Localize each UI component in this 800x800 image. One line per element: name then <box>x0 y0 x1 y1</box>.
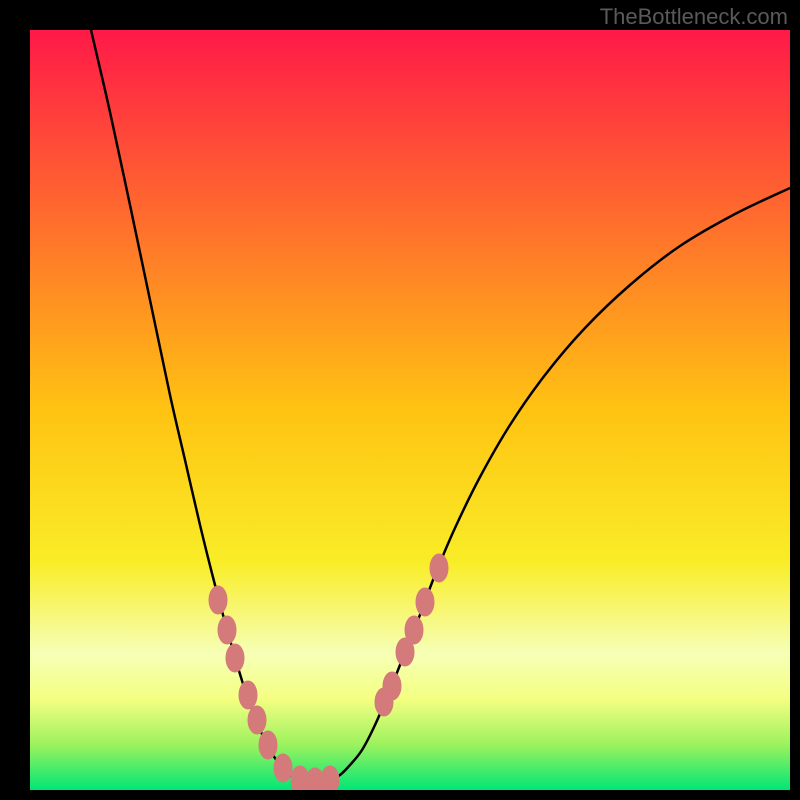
curve-marker <box>218 616 236 644</box>
curve-marker <box>430 554 448 582</box>
curve-marker <box>248 706 266 734</box>
curve-marker <box>383 672 401 700</box>
curve-markers <box>209 554 448 790</box>
curve-marker <box>416 588 434 616</box>
curve-line <box>91 30 790 782</box>
curve-marker <box>259 731 277 759</box>
curve-marker <box>209 586 227 614</box>
bottleneck-curve-chart <box>30 30 790 790</box>
curve-marker <box>274 754 292 782</box>
plot-area <box>30 30 790 790</box>
curve-marker <box>226 644 244 672</box>
curve-marker <box>405 616 423 644</box>
curve-marker <box>321 766 339 790</box>
curve-marker <box>239 681 257 709</box>
watermark-text: TheBottleneck.com <box>600 4 788 30</box>
